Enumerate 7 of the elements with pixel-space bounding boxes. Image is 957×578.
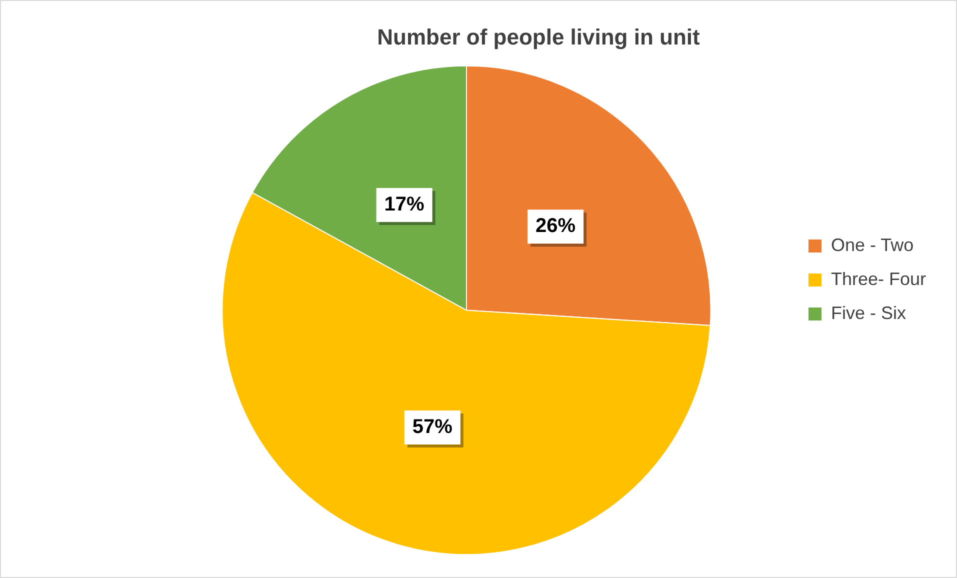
data-label: 26% <box>536 215 576 238</box>
legend-label: Five - Six <box>830 302 906 323</box>
chart-title: Number of people living in unit <box>377 24 700 50</box>
legend-label: One - Two <box>830 234 914 255</box>
legend-label: Three- Four <box>830 268 926 289</box>
data-label: 57% <box>412 416 453 438</box>
data-label: 17% <box>384 194 425 216</box>
